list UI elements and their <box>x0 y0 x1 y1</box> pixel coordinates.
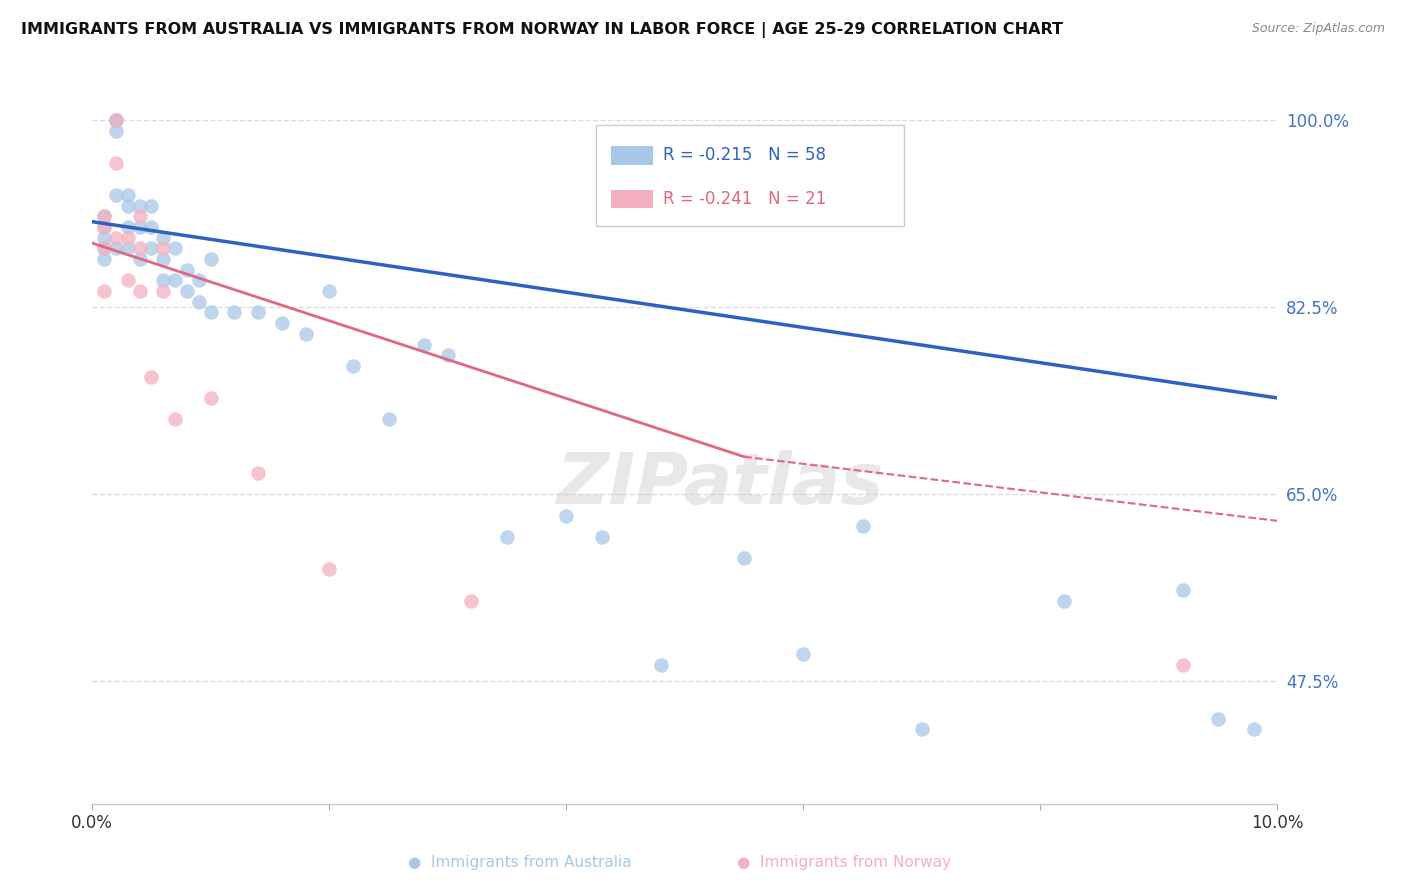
Point <box>128 210 150 224</box>
Text: Source: ZipAtlas.com: Source: ZipAtlas.com <box>1251 22 1385 36</box>
Point <box>93 230 115 244</box>
Point <box>496 530 519 544</box>
Point <box>224 305 246 319</box>
Point <box>152 252 174 266</box>
Point <box>733 551 755 566</box>
Point <box>911 722 934 736</box>
Text: IMMIGRANTS FROM AUSTRALIA VS IMMIGRANTS FROM NORWAY IN LABOR FORCE | AGE 25-29 C: IMMIGRANTS FROM AUSTRALIA VS IMMIGRANTS … <box>21 22 1063 38</box>
Point <box>117 273 139 287</box>
Point <box>104 156 127 170</box>
Point <box>93 284 115 298</box>
Point <box>117 241 139 255</box>
Point <box>93 241 115 255</box>
Point <box>318 284 340 298</box>
Point <box>165 273 187 287</box>
Point <box>591 530 613 544</box>
Point <box>187 294 209 309</box>
Point <box>165 412 187 426</box>
Point <box>128 199 150 213</box>
Point <box>1053 594 1076 608</box>
Point <box>247 305 270 319</box>
FancyBboxPatch shape <box>596 125 904 227</box>
Point <box>1171 658 1194 673</box>
Point <box>128 252 150 266</box>
Point <box>1243 722 1265 736</box>
Point <box>93 220 115 235</box>
Point <box>200 391 222 405</box>
Point <box>270 316 292 330</box>
Point <box>200 305 222 319</box>
Point <box>152 230 174 244</box>
Point <box>128 220 150 235</box>
Point <box>117 199 139 213</box>
Point <box>294 326 316 341</box>
Text: R = -0.215   N = 58: R = -0.215 N = 58 <box>664 146 827 164</box>
Point <box>93 220 115 235</box>
Point <box>460 594 482 608</box>
Point <box>555 508 578 523</box>
Point <box>141 241 163 255</box>
Point <box>1171 583 1194 598</box>
Point <box>104 124 127 138</box>
Point <box>128 284 150 298</box>
Bar <box>612 146 652 165</box>
Text: R = -0.241   N = 21: R = -0.241 N = 21 <box>664 190 827 208</box>
Point <box>117 188 139 202</box>
Point <box>104 241 127 255</box>
Point <box>117 230 139 244</box>
Point <box>318 562 340 576</box>
Point <box>792 648 814 662</box>
Point <box>377 412 399 426</box>
Point <box>93 210 115 224</box>
Point <box>200 252 222 266</box>
Point <box>93 252 115 266</box>
Point <box>93 241 115 255</box>
Point <box>176 262 198 277</box>
Point <box>436 348 458 362</box>
Point <box>650 658 672 673</box>
Point <box>104 113 127 128</box>
Point <box>104 230 127 244</box>
Point <box>152 241 174 255</box>
Point <box>152 284 174 298</box>
Point <box>104 113 127 128</box>
Bar <box>612 190 652 208</box>
Point <box>141 199 163 213</box>
Point <box>247 466 270 480</box>
Point <box>165 241 187 255</box>
Point <box>187 273 209 287</box>
Point <box>117 220 139 235</box>
Text: ZIPatlas: ZIPatlas <box>557 450 884 519</box>
Point <box>104 188 127 202</box>
Point <box>342 359 364 373</box>
Point <box>104 113 127 128</box>
Point <box>93 210 115 224</box>
Text: ●  Immigrants from Australia: ● Immigrants from Australia <box>408 855 633 870</box>
Point <box>152 273 174 287</box>
Text: ●  Immigrants from Norway: ● Immigrants from Norway <box>737 855 950 870</box>
Point <box>141 220 163 235</box>
Point <box>141 369 163 384</box>
Point <box>852 519 875 533</box>
Point <box>176 284 198 298</box>
Point <box>1206 712 1229 726</box>
Point <box>413 337 436 351</box>
Point <box>128 241 150 255</box>
